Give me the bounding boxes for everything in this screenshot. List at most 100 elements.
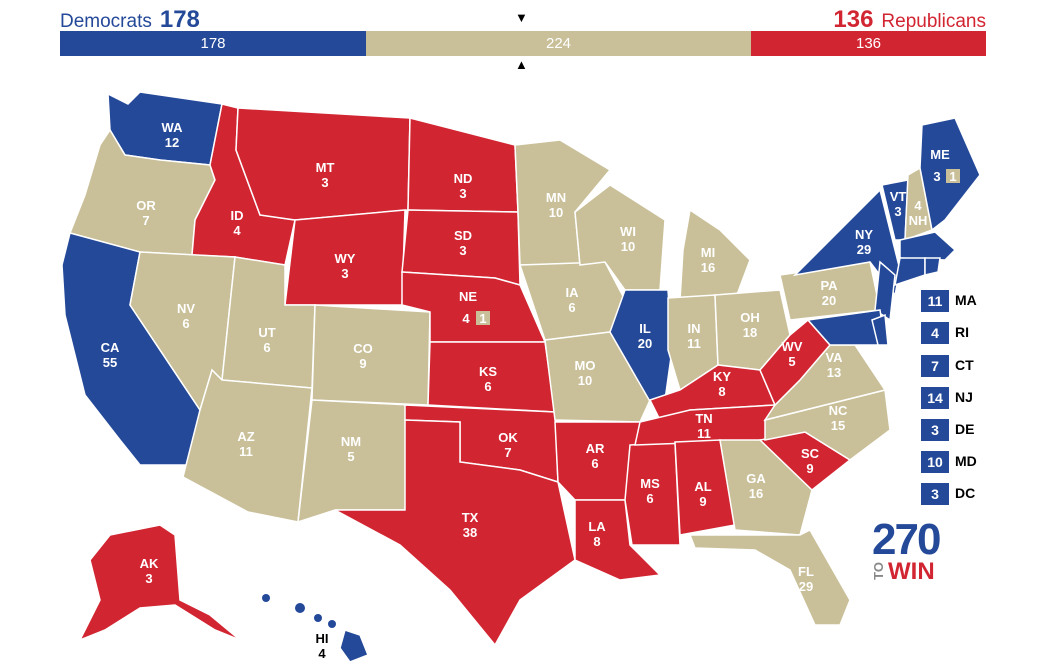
svg-text:AL9: AL 9 — [694, 479, 711, 509]
label-ND-ev: 3 — [459, 186, 466, 201]
dem-party-name: Democrats — [60, 11, 152, 32]
label-TX-name: TX — [462, 510, 479, 525]
svg-text:AK3: AK 3 — [140, 556, 159, 586]
label-OR-ev: 7 — [142, 213, 149, 228]
state-GA[interactable] — [719, 439, 813, 536]
small-state-DE-ev[interactable]: 3 — [921, 419, 949, 441]
label-TN-ev: 11 — [697, 426, 711, 441]
state-MA[interactable] — [899, 231, 957, 261]
label-SD-name: SD — [454, 228, 472, 243]
label-KY-ev: 8 — [718, 384, 725, 399]
state-DE[interactable] — [871, 313, 889, 346]
label-NH-name: NH — [909, 213, 928, 228]
label-NC-ev: 15 — [831, 418, 845, 433]
label-MT-name: MT — [316, 160, 335, 175]
small-state-RI-ev[interactable]: 4 — [921, 322, 949, 344]
small-state-MA-abbr: MA — [955, 292, 977, 308]
svg-text:ID4: ID 4 — [231, 208, 244, 238]
small-state-CT-ev[interactable]: 7 — [921, 355, 949, 377]
label-SD-ev: 3 — [459, 243, 466, 258]
label-ME-extra: 1 — [949, 169, 956, 184]
label-AK-name: AK — [140, 556, 159, 571]
label-FL-name: FL — [798, 564, 814, 579]
label-NV-name: NV — [177, 301, 195, 316]
state-FL[interactable] — [688, 529, 851, 626]
state-HI[interactable] — [339, 629, 369, 663]
label-WI-name: WI — [620, 224, 636, 239]
small-state-MD-abbr: MD — [955, 453, 977, 469]
270towin-logo[interactable]: 270 TO WIN — [871, 518, 941, 586]
dem-bar: 178 — [60, 31, 366, 56]
democrats-label: Democrats 178 — [60, 6, 200, 34]
small-state-MA-ev[interactable]: 11 — [921, 290, 949, 312]
svg-text:NM5: NM 5 — [341, 434, 361, 464]
label-VT-name: VT — [890, 189, 907, 204]
svg-text:UT6: UT 6 — [258, 325, 275, 355]
label-MS-ev: 6 — [646, 491, 653, 506]
state-HI-island-1 — [295, 603, 305, 613]
label-FL-ev: 29 — [799, 579, 813, 594]
label-NY-ev: 29 — [857, 242, 871, 257]
electoral-tally-header: Democrats 178 136 Republicans ▼ 178 224 13… — [0, 0, 1050, 80]
state-CT[interactable] — [894, 257, 926, 287]
label-WV-name: WV — [782, 339, 803, 354]
state-AZ[interactable] — [182, 368, 313, 523]
us-electoral-map: WA 12 OR 7 CA 55 ID 4 NV 6 MT 3 WY 3 UT 6 AZ 11 C… — [61, 91, 981, 663]
small-state-DC-ev[interactable]: 3 — [921, 483, 949, 505]
state-TX[interactable] — [334, 419, 576, 647]
label-NH-ev: 4 — [914, 198, 922, 213]
label-TX-ev: 38 — [463, 525, 477, 540]
label-SC-name: SC — [801, 446, 820, 461]
small-state-MD-ev[interactable]: 10 — [921, 451, 949, 473]
svg-text:SD3: SD 3 — [454, 228, 472, 258]
label-AL-name: AL — [694, 479, 711, 494]
rep-bar: 136 — [751, 31, 986, 56]
label-OH-ev: 18 — [743, 325, 757, 340]
down-triangle-icon: ▼ — [515, 10, 528, 25]
label-OH-name: OH — [740, 310, 760, 325]
label-AZ-name: AZ — [237, 429, 254, 444]
label-ME-ev: 3 — [933, 169, 940, 184]
label-NE-ev: 4 — [462, 311, 470, 326]
svg-text:HI4: HI 4 — [316, 631, 329, 661]
label-MI-ev: 16 — [701, 260, 715, 275]
republicans-label: 136 Republicans — [833, 6, 986, 34]
small-state-NJ-ev[interactable]: 14 — [921, 387, 949, 409]
dem-total: 178 — [159, 6, 200, 33]
small-state-NJ-abbr: NJ — [955, 389, 973, 405]
label-NC-name: NC — [829, 403, 848, 418]
label-AK-ev: 3 — [145, 571, 152, 586]
state-RI[interactable] — [924, 257, 941, 276]
label-WV-ev: 5 — [788, 354, 795, 369]
label-WA-name: WA — [162, 120, 184, 135]
label-IA-ev: 6 — [568, 300, 575, 315]
label-ID-ev: 4 — [233, 223, 241, 238]
label-AL-ev: 9 — [699, 494, 706, 509]
state-MD[interactable] — [806, 309, 886, 346]
label-NV-ev: 6 — [182, 316, 189, 331]
label-WI-ev: 10 — [621, 239, 635, 254]
svg-text:CO9: CO 9 — [353, 341, 373, 371]
label-TN-name: TN — [695, 411, 712, 426]
label-VA-ev: 13 — [827, 365, 841, 380]
NE-district-box — [476, 311, 490, 325]
state-MO[interactable] — [544, 331, 651, 423]
state-NJ[interactable] — [874, 260, 896, 322]
label-OR-name: OR — [136, 198, 156, 213]
up-triangle-icon: ▲ — [515, 57, 528, 72]
label-IL-ev: 20 — [638, 336, 652, 351]
label-HI-ev: 4 — [318, 646, 326, 661]
state-AK[interactable] — [78, 524, 241, 642]
label-SC-ev: 9 — [806, 461, 813, 476]
label-ND-name: ND — [454, 171, 473, 186]
label-CO-ev: 9 — [359, 356, 366, 371]
